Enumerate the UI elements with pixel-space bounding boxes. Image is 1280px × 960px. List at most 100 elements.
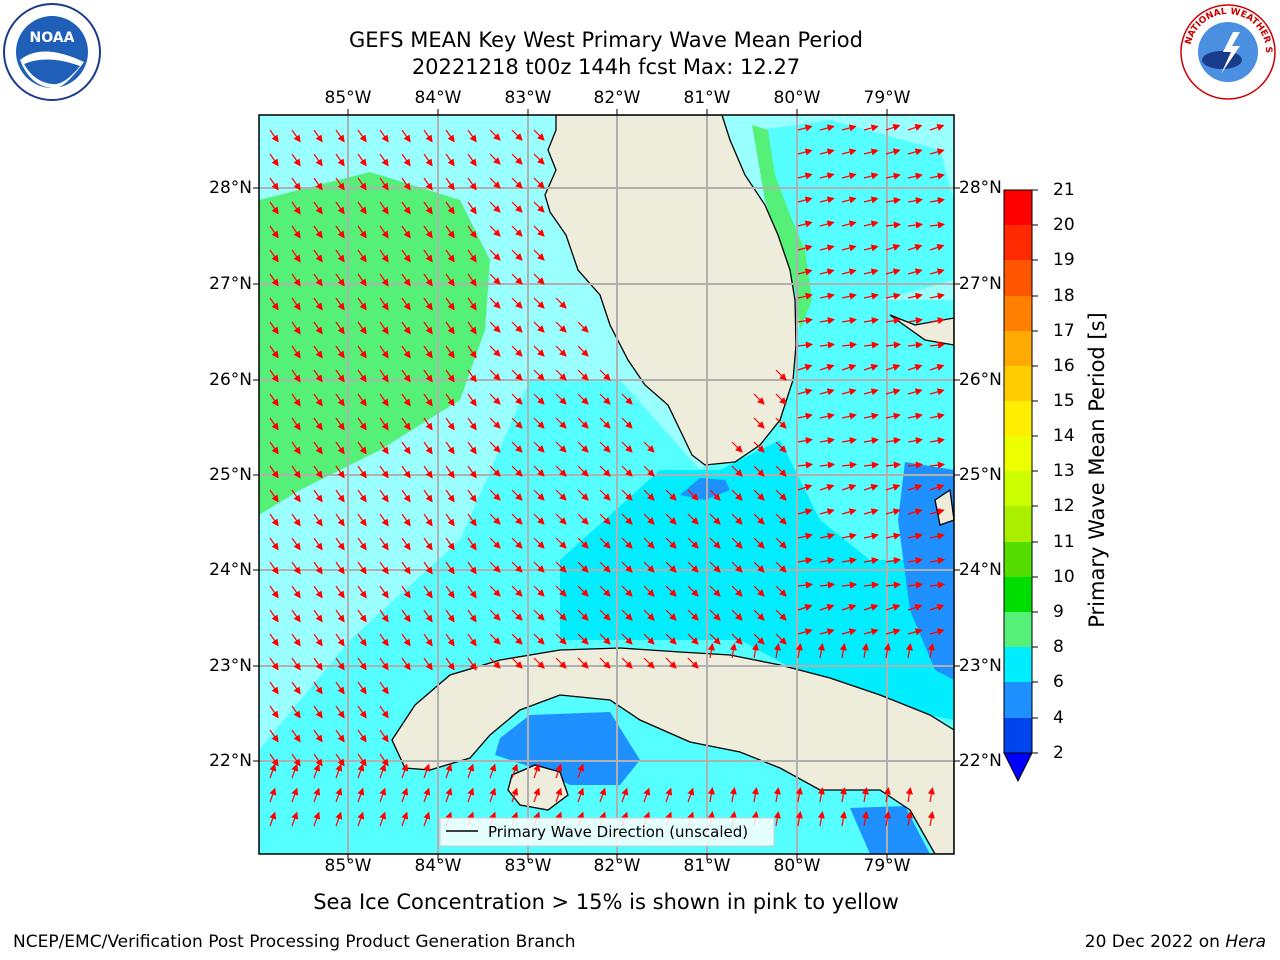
wave-direction-arrow [599,633,611,645]
wave-direction-arrow [929,124,945,131]
wave-direction-arrow [731,633,743,645]
wave-direction-arrow [533,129,545,141]
wave-direction-arrow [555,297,567,309]
wave-direction-arrow [379,787,387,803]
wave-direction-arrow [775,513,787,525]
wave-direction-arrow [401,129,411,143]
wave-direction-arrow [335,609,345,623]
wave-direction-arrow [863,124,879,132]
colorbar-tick-label: 12 [1053,496,1075,516]
wave-direction-arrow [511,561,523,573]
lat-label-right: 26°N [959,370,1002,390]
wave-direction-arrow [753,441,765,453]
wave-direction-arrow [401,465,411,479]
colorbar-segment [1004,331,1032,367]
colorbar-segment [1004,225,1032,261]
wave-direction-arrow [797,341,814,349]
wave-direction-arrow [269,129,279,143]
wave-direction-arrow [445,763,453,779]
wave-direction-arrow [863,220,879,228]
wave-direction-arrow [687,787,695,803]
wave-direction-arrow [489,345,501,357]
wave-direction-arrow [555,465,567,477]
wave-direction-arrow [511,417,523,429]
wave-direction-arrow [379,657,389,671]
wave-direction-arrow [929,148,945,156]
wave-direction-arrow [599,513,611,525]
wave-direction-arrow [885,484,901,491]
wave-direction-arrow [489,129,501,141]
wave-direction-arrow [511,177,523,189]
wave-direction-arrow [863,508,879,516]
wave-direction-arrow [885,628,901,636]
wave-direction-arrow [863,437,879,445]
legend-text: Primary Wave Direction (unscaled) [488,823,748,841]
wave-direction-arrow [379,811,387,827]
wave-direction-arrow [863,148,879,156]
wave-direction-arrow [335,297,345,311]
wave-direction-arrow [357,225,367,239]
wave-direction-arrow [577,513,589,525]
wave-direction-arrow [907,172,923,180]
wave-direction-arrow [819,628,835,636]
wave-direction-arrow [795,787,803,803]
wave-direction-arrow [643,657,655,669]
wave-direction-arrow [729,787,737,803]
wave-direction-arrow [643,441,655,453]
wave-direction-arrow [731,465,743,477]
wave-direction-arrow [555,537,567,549]
colorbar-segment [1004,542,1032,578]
wave-direction-arrow [335,537,345,551]
wave-direction-arrow [797,196,813,204]
wave-direction-arrow [751,787,759,803]
wave-direction-arrow [797,532,813,540]
wave-direction-arrow [357,811,365,827]
wave-direction-arrow [797,412,813,420]
wave-direction-arrow [423,489,433,503]
wave-direction-arrow [291,489,301,503]
colorbar-tick-label: 15 [1053,391,1075,411]
wave-direction-arrow [401,489,411,503]
wave-direction-arrow [819,364,835,371]
wave-direction-arrow [753,609,765,621]
wave-direction-arrow [401,561,411,575]
colorbar-tick-label: 16 [1053,356,1075,376]
wave-direction-arrow [335,321,345,335]
wave-direction-arrow [665,585,677,597]
wave-direction-arrow [379,561,389,575]
wave-direction-arrow [489,609,501,621]
lat-label-right: 23°N [959,656,1002,676]
wave-direction-arrow [423,225,433,239]
wave-direction-arrow [445,585,455,599]
wave-direction-arrow [269,345,279,359]
wave-direction-arrow [729,643,737,659]
wave-direction-arrow [907,317,923,325]
wave-direction-arrow [269,489,279,503]
wave-direction-arrow [379,705,389,719]
noaa-logo: NOAA [3,3,101,101]
wave-direction-arrow [313,537,323,551]
wave-direction-arrow [467,657,477,671]
lat-label-right: 22°N [959,751,1002,771]
wave-direction-arrow [797,244,813,252]
wave-direction-arrow [445,153,455,167]
lon-label-top: 84°W [414,88,462,108]
wave-direction-arrow [335,129,345,143]
wave-direction-arrow [929,508,945,516]
wave-direction-arrow [707,787,715,803]
wave-direction-arrow [357,609,367,623]
wave-direction-arrow [379,273,389,287]
run-date: 20 Dec 2022 on Hera [1085,932,1266,952]
wave-direction-arrow [819,508,835,516]
wave-direction-arrow [885,244,901,251]
wave-direction-arrow [533,225,545,237]
wave-direction-arrow [797,484,813,491]
wave-direction-arrow [269,513,279,527]
wave-direction-arrow [907,388,923,396]
wave-direction-arrow [599,585,611,597]
colorbar-tick-label: 6 [1053,672,1064,692]
wave-direction-arrow [291,513,301,527]
wave-direction-arrow [313,705,323,719]
wave-direction-arrow [839,811,847,827]
wave-direction-arrow [291,249,301,263]
